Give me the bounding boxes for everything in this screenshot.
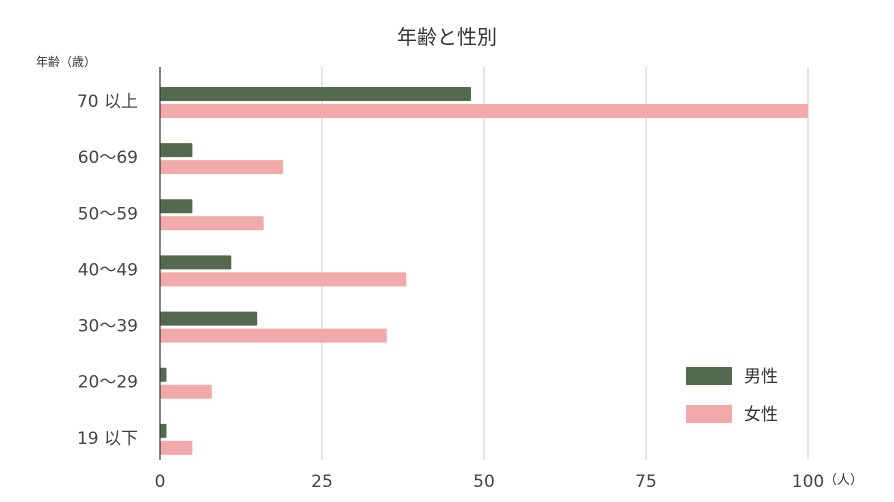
x-axis-unit: （人） xyxy=(824,473,863,488)
legend-swatch-female xyxy=(686,405,732,423)
category-label: 19 以下 xyxy=(77,429,138,449)
bar-male xyxy=(160,423,167,438)
bars xyxy=(160,87,808,455)
legend-label-female: 女性 xyxy=(744,405,778,425)
grid-lines xyxy=(321,67,809,460)
category-label: 30～39 xyxy=(78,317,138,337)
legend-label-male: 男性 xyxy=(744,367,778,387)
legend: 男性 女性 xyxy=(686,367,778,425)
bar-male xyxy=(160,311,258,326)
x-tick-label: 50 xyxy=(473,472,495,492)
bar-male xyxy=(160,87,472,101)
bar-male xyxy=(160,143,193,158)
chart-title: 年齢と性別 xyxy=(397,25,497,49)
y-axis-label: 年齢（歳） xyxy=(36,54,96,69)
x-tick-labels: 0 25 50 75 100 xyxy=(155,472,825,492)
x-tick-label: 75 xyxy=(635,472,657,492)
category-labels: 70 以上 60～69 50～59 40～49 30～39 20～29 19 以下 xyxy=(77,92,138,449)
bar-female xyxy=(160,272,407,287)
category-label: 40～49 xyxy=(78,260,138,280)
x-tick-label: 0 xyxy=(155,472,166,492)
category-label: 20～29 xyxy=(78,373,138,393)
category-label: 50～59 xyxy=(78,204,138,224)
bar-female xyxy=(160,440,193,455)
x-tick-label: 100 xyxy=(792,472,824,492)
bar-female xyxy=(160,216,264,231)
x-tick-label: 25 xyxy=(311,472,333,492)
bar-male xyxy=(160,199,193,214)
bar-female xyxy=(160,328,387,343)
bar-male xyxy=(160,255,232,270)
category-label: 60～69 xyxy=(78,148,138,168)
legend-swatch-male xyxy=(686,367,732,385)
category-label: 70 以上 xyxy=(77,92,138,112)
bar-female xyxy=(160,160,284,175)
bar-female xyxy=(160,384,212,399)
bar-male xyxy=(160,367,167,382)
bar-female xyxy=(160,104,808,118)
